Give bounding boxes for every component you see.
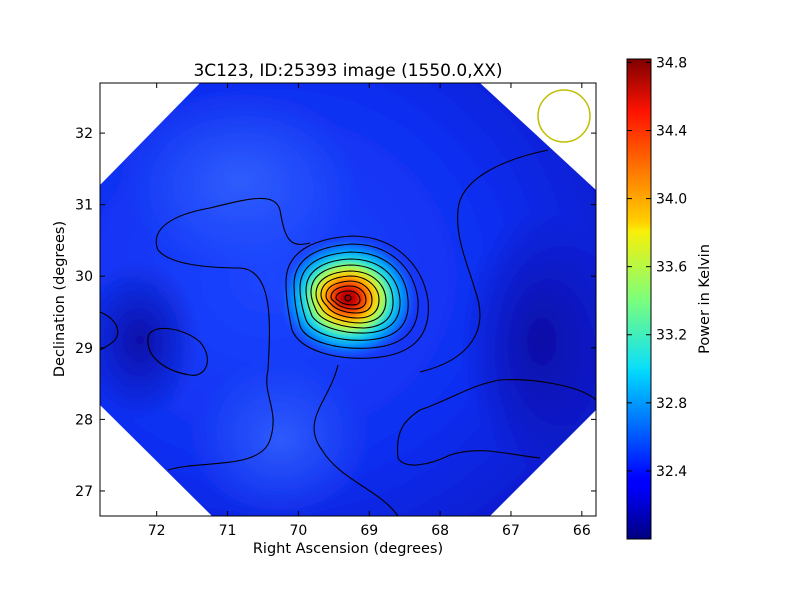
contour-outer-east-top: [419, 149, 549, 373]
low-region-east: [460, 210, 596, 470]
low-region-west: [100, 260, 200, 420]
contour-west-ellipse: [147, 327, 208, 376]
x-axis-label: Right Ascension (degrees): [253, 541, 443, 557]
cb-tick-label-2: 33.2: [656, 328, 687, 344]
y-axis: 27 28 29 30 31 32: [75, 126, 596, 500]
contour-lines: [100, 149, 596, 516]
cb-tick-label-6: 34.8: [656, 55, 687, 71]
y-tick-label-3: 30: [75, 269, 93, 285]
chart-title: 3C123, ID:25393 image (1550.0,XX): [193, 61, 502, 81]
x-tick-label-6: 66: [573, 523, 591, 539]
contour-outer-south: [313, 364, 399, 516]
plot-frame: [99, 82, 597, 517]
contour-outer-east-bottom: [396, 379, 596, 459]
heatmap-image: [100, 83, 596, 516]
beam-circle: [537, 89, 591, 143]
y-tick-label-2: 29: [75, 341, 93, 357]
x-tick-label-1: 71: [219, 523, 237, 539]
x-tick-label-5: 67: [502, 523, 520, 539]
contour-peak-5: [310, 264, 394, 329]
high-region-south: [190, 360, 370, 516]
contour-peak-center: [344, 294, 352, 302]
colorbar: 32.4 32.8 33.2 33.6 34.0 34.4 34.8 Power in Ke…: [626, 55, 713, 540]
high-region-north: [120, 90, 360, 270]
contour-peak-8: [325, 280, 373, 314]
x-axis: 72 71 70 69 68 67 66: [148, 83, 591, 539]
contour-peak-10: [335, 290, 361, 306]
contour-peak-1: [285, 235, 429, 359]
x-tick-label-2: 70: [289, 523, 307, 539]
colorbar-label: Power in Kelvin: [697, 244, 713, 354]
y-tick-label-4: 31: [75, 198, 93, 214]
contour-peak-9: [330, 285, 367, 310]
contour-peak-6: [315, 270, 387, 324]
contour-peak-4: [305, 258, 401, 334]
x-tick-label-4: 68: [431, 523, 449, 539]
contour-peak-7: [320, 275, 380, 319]
contour-peak-3: [299, 251, 409, 341]
contour-outer-east-join: [397, 450, 541, 466]
y-tick-label-0: 27: [75, 484, 93, 500]
colorbar-gradient: [626, 58, 652, 540]
contour-outer-north: [155, 197, 311, 251]
y-tick-label-5: 32: [75, 126, 93, 142]
contour-peak-2: [293, 243, 419, 349]
cb-tick-label-4: 34.0: [656, 192, 687, 208]
y-tick-label-1: 28: [75, 412, 93, 428]
cb-tick-label-3: 33.6: [656, 260, 687, 276]
y-axis-label: Declination (degrees): [52, 221, 68, 377]
cb-tick-label-5: 34.4: [656, 123, 687, 139]
cb-tick-label-1: 32.8: [656, 396, 687, 412]
cb-tick-label-0: 32.4: [656, 464, 687, 480]
contour-outer-center: [157, 249, 274, 471]
colorbar-ticks: 32.4 32.8 33.2 33.6 34.0 34.4 34.8: [627, 55, 687, 480]
x-tick-label-3: 69: [360, 523, 378, 539]
x-tick-label-0: 72: [148, 523, 166, 539]
